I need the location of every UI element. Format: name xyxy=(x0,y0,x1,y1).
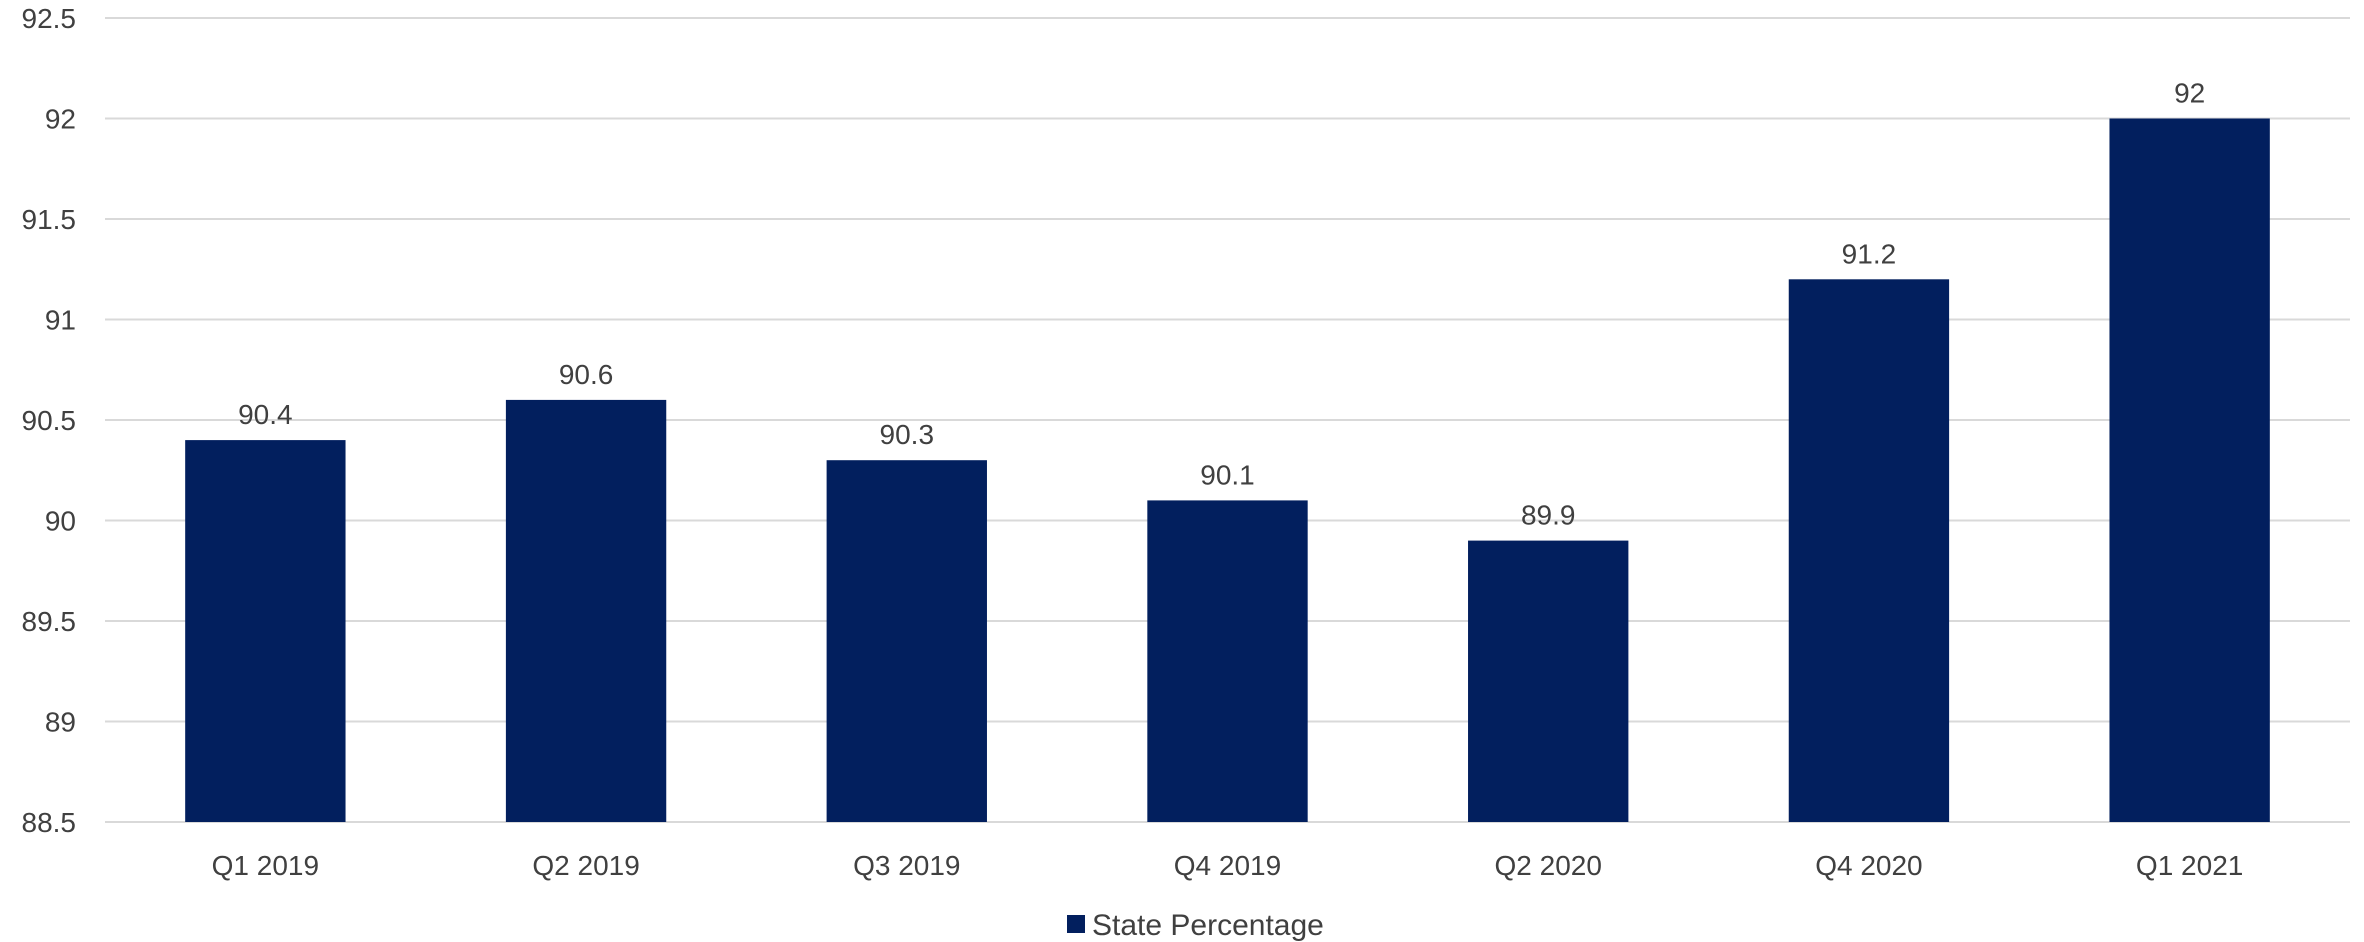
x-tick-label: Q4 2020 xyxy=(1815,850,1922,881)
data-label: 92 xyxy=(2174,78,2205,109)
legend: State Percentage xyxy=(1067,909,1324,942)
data-label: 90.6 xyxy=(559,359,614,390)
x-tick-label: Q2 2019 xyxy=(532,850,639,881)
y-tick-label: 88.5 xyxy=(22,807,77,838)
bars xyxy=(185,118,2270,822)
x-tick-label: Q1 2021 xyxy=(2136,850,2243,881)
x-tick-label: Q4 2019 xyxy=(1174,850,1281,881)
y-tick-label: 92.5 xyxy=(22,3,77,34)
data-label: 90.1 xyxy=(1200,459,1255,490)
bar xyxy=(1788,279,1950,822)
bar xyxy=(2109,118,2270,822)
x-tick-label: Q2 2020 xyxy=(1495,850,1602,881)
y-axis-tick-labels: 88.5 89 89.5 90 90.5 91 91.5 92 92.5 xyxy=(22,3,77,838)
bar xyxy=(1147,500,1308,822)
y-tick-label: 89.5 xyxy=(22,606,77,637)
data-label: 90.3 xyxy=(880,419,935,450)
data-label: 91.2 xyxy=(1842,238,1897,269)
bar xyxy=(1468,540,1629,822)
x-tick-label: Q1 2019 xyxy=(212,850,319,881)
legend-swatch xyxy=(1067,915,1085,933)
x-axis-tick-labels: Q1 2019 Q2 2019 Q3 2019 Q4 2019 Q2 2020 Q4 20… xyxy=(212,850,2244,881)
y-tick-label: 92 xyxy=(45,104,76,135)
data-label: 89.9 xyxy=(1521,500,1576,531)
gridlines xyxy=(105,17,2350,823)
y-tick-label: 90 xyxy=(45,506,76,537)
y-tick-label: 91.5 xyxy=(22,204,77,235)
y-tick-label: 90.5 xyxy=(22,405,77,436)
x-tick-label: Q3 2019 xyxy=(853,850,960,881)
legend-label: State Percentage xyxy=(1092,909,1324,942)
y-tick-label: 91 xyxy=(45,305,76,336)
data-label: 90.4 xyxy=(238,399,293,430)
bar xyxy=(185,440,346,822)
data-labels: 90.4 90.6 90.3 90.1 89.9 91.2 92 xyxy=(238,78,2205,531)
bar xyxy=(826,460,987,822)
y-tick-label: 89 xyxy=(45,707,76,738)
bar xyxy=(505,399,667,822)
